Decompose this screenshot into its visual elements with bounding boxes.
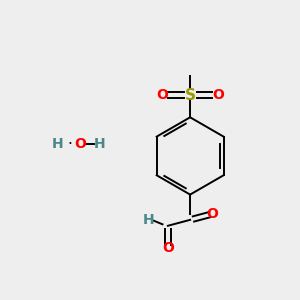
Text: O: O [74, 137, 86, 151]
Text: O: O [162, 241, 174, 255]
Text: ·: · [67, 136, 72, 152]
Text: O: O [212, 88, 224, 102]
Text: H: H [143, 213, 154, 227]
Text: O: O [206, 207, 218, 221]
Text: S: S [184, 88, 196, 103]
Text: H: H [94, 137, 105, 151]
Text: H: H [52, 137, 64, 151]
Text: O: O [156, 88, 168, 102]
